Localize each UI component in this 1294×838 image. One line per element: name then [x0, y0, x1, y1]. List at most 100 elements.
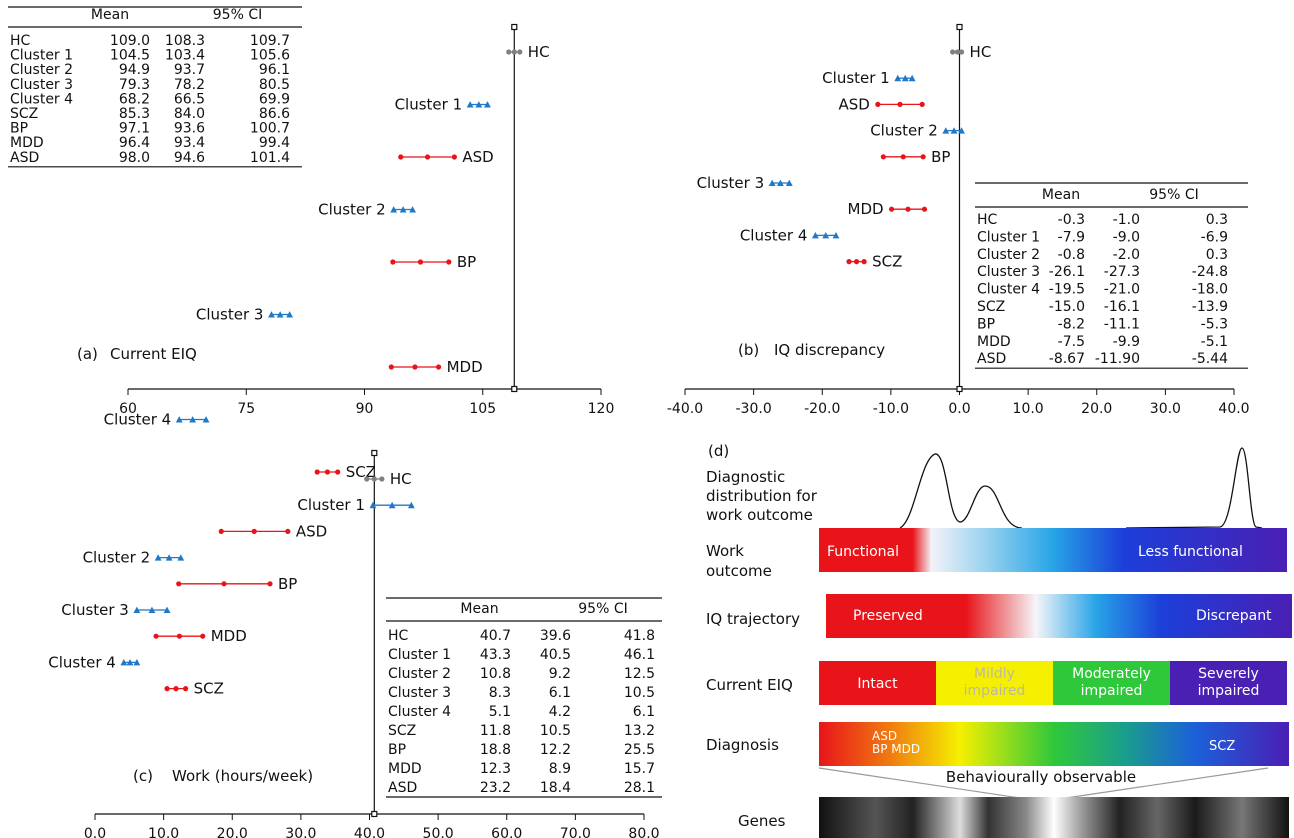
eiq-segment-text: Severely — [1198, 666, 1259, 682]
ci-row-cluster-1: Cluster 1 — [395, 96, 491, 114]
row-label: BP — [457, 253, 476, 271]
table-row: HC 109.0 108.3 109.7 — [10, 33, 290, 49]
mean-marker — [324, 469, 331, 475]
table-row: Cluster 2 94.9 93.7 96.1 — [10, 62, 290, 78]
work-outcome-label-1: Work — [706, 542, 744, 560]
table-cell-mean: 94.9 — [119, 62, 150, 78]
x-tick-label: 60 — [119, 401, 137, 417]
table-cell-label: Cluster 2 — [977, 247, 1040, 263]
diagnosis-right-text: SCZ — [1209, 739, 1235, 754]
table-cell-label: ASD — [388, 780, 417, 796]
ci-upper-marker — [920, 154, 926, 160]
table-cell-label: Cluster 3 — [388, 685, 451, 701]
table-cell-upper: -24.8 — [1192, 264, 1228, 280]
table-cell-lower: -9.9 — [1113, 334, 1140, 350]
mean-marker — [511, 49, 517, 55]
ci-row-hc: HC — [364, 470, 412, 488]
x-tick-label: 30.0 — [1150, 401, 1181, 417]
table-row: SCZ 11.8 10.5 13.2 — [388, 723, 655, 739]
work-outcome-left-text: Functional — [827, 544, 899, 560]
row-label: Cluster 2 — [318, 201, 386, 219]
table-cell-lower: -1.0 — [1113, 212, 1140, 228]
x-tick-label: 10.0 — [1013, 401, 1044, 417]
ci-lower-marker — [811, 232, 819, 239]
x-tick-label: 0.0 — [84, 826, 106, 838]
table-cell-label: Cluster 2 — [388, 666, 451, 682]
x-tick-label: -30.0 — [736, 401, 772, 417]
current-eiq-bar: IntactMildlyimpairedModeratelyimpairedSe… — [819, 661, 1287, 705]
row-label: Cluster 1 — [822, 69, 890, 87]
table-cell-upper: 96.1 — [259, 62, 290, 78]
table-cell-mean: 109.0 — [110, 33, 150, 49]
ci-row-bp: BP — [176, 575, 297, 593]
table-row: SCZ -15.0 -16.1 -13.9 — [977, 299, 1228, 315]
ci-upper-marker — [335, 469, 341, 475]
ci-upper-marker — [908, 74, 916, 82]
summary-table: Mean 95% CI HC -0.3 -1.0 0.3 Cluster 1 -7.9 -9.0… — [975, 182, 1248, 369]
eiq-segment — [819, 661, 936, 705]
table-cell-label: HC — [388, 628, 409, 644]
table-header-mean: Mean — [460, 601, 498, 617]
distribution-curve-left — [899, 453, 1023, 529]
table-cell-upper: -5.3 — [1201, 316, 1228, 332]
table-cell-lower: -16.1 — [1104, 299, 1140, 315]
work-outcome-bar — [819, 528, 1287, 572]
ci-lower-marker — [133, 606, 141, 613]
table-header-ci: 95% CI — [578, 601, 627, 617]
table-cell-lower: 9.2 — [549, 666, 571, 682]
observable-text-bg — [948, 768, 1136, 787]
table-cell-upper: 101.4 — [250, 150, 290, 166]
genes-bar — [819, 797, 1289, 838]
row-label: MDD — [848, 200, 884, 218]
row-label: ASD — [296, 522, 327, 540]
table-row: Cluster 4 5.1 4.2 6.1 — [388, 704, 655, 720]
reference-cap-top — [371, 449, 378, 457]
ci-upper-marker — [163, 606, 171, 613]
x-tick-label: 0.0 — [948, 401, 970, 417]
table-cell-mean: 12.3 — [480, 761, 511, 777]
table-row: ASD 23.2 18.4 28.1 — [388, 780, 655, 796]
table-cell-lower: 84.0 — [174, 106, 205, 122]
mean-marker — [221, 581, 227, 587]
distribution-label-line-1: Diagnostic — [706, 468, 785, 486]
reference-cap-bottom — [511, 385, 518, 393]
diagnosis-bar — [819, 722, 1289, 766]
x-tick-label: 75 — [237, 401, 255, 417]
table-cell-lower: 10.5 — [540, 723, 571, 739]
ci-upper-marker — [267, 581, 273, 587]
table-header-ci: 95% CI — [1149, 187, 1198, 203]
panel-label: (b) — [738, 341, 759, 359]
table-cell-label: Cluster 2 — [10, 62, 73, 78]
table-cell-label: Cluster 4 — [977, 282, 1040, 298]
mean-marker — [954, 49, 961, 55]
x-tick-label: 60.0 — [491, 826, 522, 838]
table-row: BP 97.1 93.6 100.7 — [10, 121, 290, 137]
table-cell-label: Cluster 4 — [10, 91, 73, 107]
row-label: Cluster 3 — [697, 174, 765, 192]
table-row: BP 18.8 12.2 25.5 — [388, 742, 655, 758]
table-cell-label: HC — [10, 33, 31, 49]
x-tick-label: 40.0 — [1218, 401, 1249, 417]
table-cell-label: BP — [388, 742, 406, 758]
ci-lower-marker — [176, 581, 182, 587]
row-label: Cluster 3 — [196, 306, 264, 324]
table-cell-mean: 10.8 — [480, 666, 511, 682]
mean-marker — [251, 528, 257, 535]
ci-upper-marker — [202, 416, 210, 423]
ci-row-asd: ASD — [218, 522, 327, 540]
table-cell-label: MDD — [388, 761, 422, 777]
mean-marker — [165, 554, 173, 561]
table-cell-lower: -11.90 — [1095, 351, 1140, 367]
reference-cap-bottom — [956, 385, 963, 393]
ci-upper-marker — [182, 686, 189, 692]
ci-lower-marker — [314, 469, 320, 475]
table-cell-upper: 28.1 — [624, 780, 655, 796]
table-cell-lower: 94.6 — [174, 150, 205, 166]
row-label: BP — [278, 575, 297, 593]
mean-marker — [901, 74, 909, 82]
table-cell-label: MDD — [977, 334, 1011, 350]
table-cell-mean: -0.3 — [1058, 212, 1085, 228]
mean-marker — [189, 416, 197, 423]
mean-marker — [822, 232, 830, 239]
